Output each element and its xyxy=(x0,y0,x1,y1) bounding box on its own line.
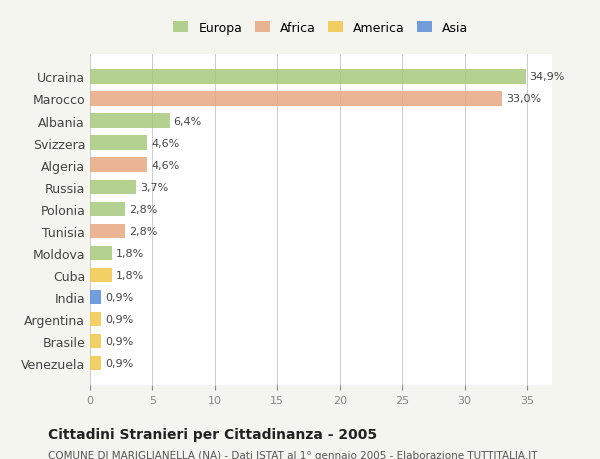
Bar xyxy=(90,114,170,129)
Bar xyxy=(90,334,101,348)
Text: 3,7%: 3,7% xyxy=(140,182,168,192)
Bar xyxy=(90,312,101,326)
Text: 2,8%: 2,8% xyxy=(129,226,157,236)
Text: COMUNE DI MARIGLIANELLA (NA) - Dati ISTAT al 1° gennaio 2005 - Elaborazione TUTT: COMUNE DI MARIGLIANELLA (NA) - Dati ISTA… xyxy=(48,450,538,459)
Bar xyxy=(90,246,112,261)
Bar xyxy=(90,202,125,217)
Bar xyxy=(90,224,125,239)
Text: 1,8%: 1,8% xyxy=(116,248,145,258)
Text: 0,9%: 0,9% xyxy=(105,358,133,369)
Text: 1,8%: 1,8% xyxy=(116,270,145,280)
Text: 0,9%: 0,9% xyxy=(105,336,133,347)
Text: 33,0%: 33,0% xyxy=(506,94,541,104)
Text: 0,9%: 0,9% xyxy=(105,314,133,325)
Bar xyxy=(90,136,148,151)
Bar xyxy=(90,92,502,106)
Bar xyxy=(90,356,101,370)
Text: 6,4%: 6,4% xyxy=(173,116,202,126)
Text: Cittadini Stranieri per Cittadinanza - 2005: Cittadini Stranieri per Cittadinanza - 2… xyxy=(48,427,377,441)
Text: 2,8%: 2,8% xyxy=(129,204,157,214)
Bar xyxy=(90,180,136,195)
Bar xyxy=(90,158,148,173)
Bar xyxy=(90,70,526,84)
Bar xyxy=(90,268,112,282)
Text: 4,6%: 4,6% xyxy=(151,138,179,148)
Text: 34,9%: 34,9% xyxy=(530,72,565,82)
Legend: Europa, Africa, America, Asia: Europa, Africa, America, Asia xyxy=(170,18,472,39)
Bar xyxy=(90,290,101,304)
Text: 0,9%: 0,9% xyxy=(105,292,133,302)
Text: 4,6%: 4,6% xyxy=(151,160,179,170)
